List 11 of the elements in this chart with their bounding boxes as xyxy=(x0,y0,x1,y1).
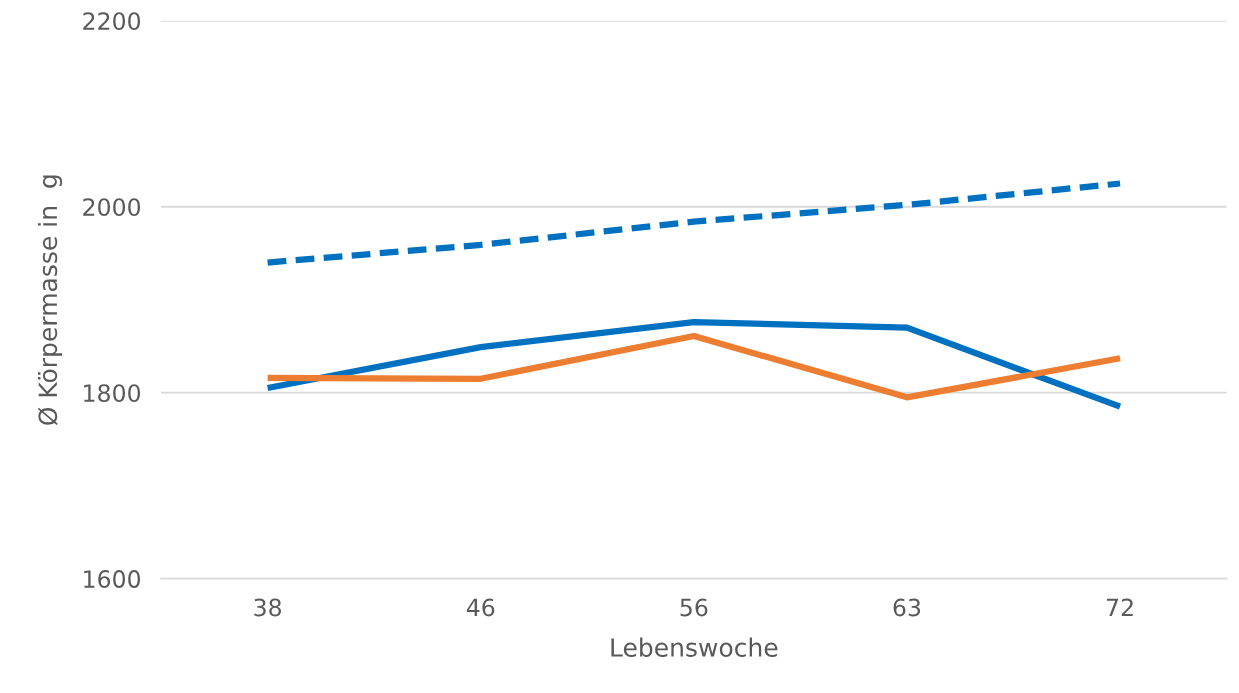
y-axis-title: Ø Körpermasse in g xyxy=(37,175,63,425)
x-tick-label: 38 xyxy=(254,598,282,617)
y-tick-label: 2000 xyxy=(83,198,141,217)
x-tick-label: 72 xyxy=(1106,598,1133,617)
x-tick-label: 56 xyxy=(680,598,708,617)
x-tick-label: 46 xyxy=(466,598,495,617)
y-tick-label: 1800 xyxy=(84,384,141,403)
y-tick-label: 1600 xyxy=(84,570,141,588)
y-tick-label: 2200 xyxy=(83,12,141,31)
x-tick-label: 63 xyxy=(893,598,921,617)
x-axis-title: Lebenswoche xyxy=(611,637,778,657)
